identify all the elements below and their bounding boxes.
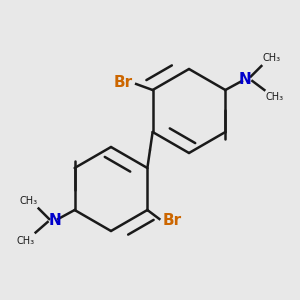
Text: Br: Br [162,213,182,228]
Text: CH₃: CH₃ [16,236,34,245]
Text: N: N [49,213,61,228]
Text: N: N [238,72,251,87]
Text: CH₃: CH₃ [266,92,284,102]
Text: CH₃: CH₃ [19,196,37,206]
Text: Br: Br [114,75,133,90]
Text: CH₃: CH₃ [263,53,281,63]
